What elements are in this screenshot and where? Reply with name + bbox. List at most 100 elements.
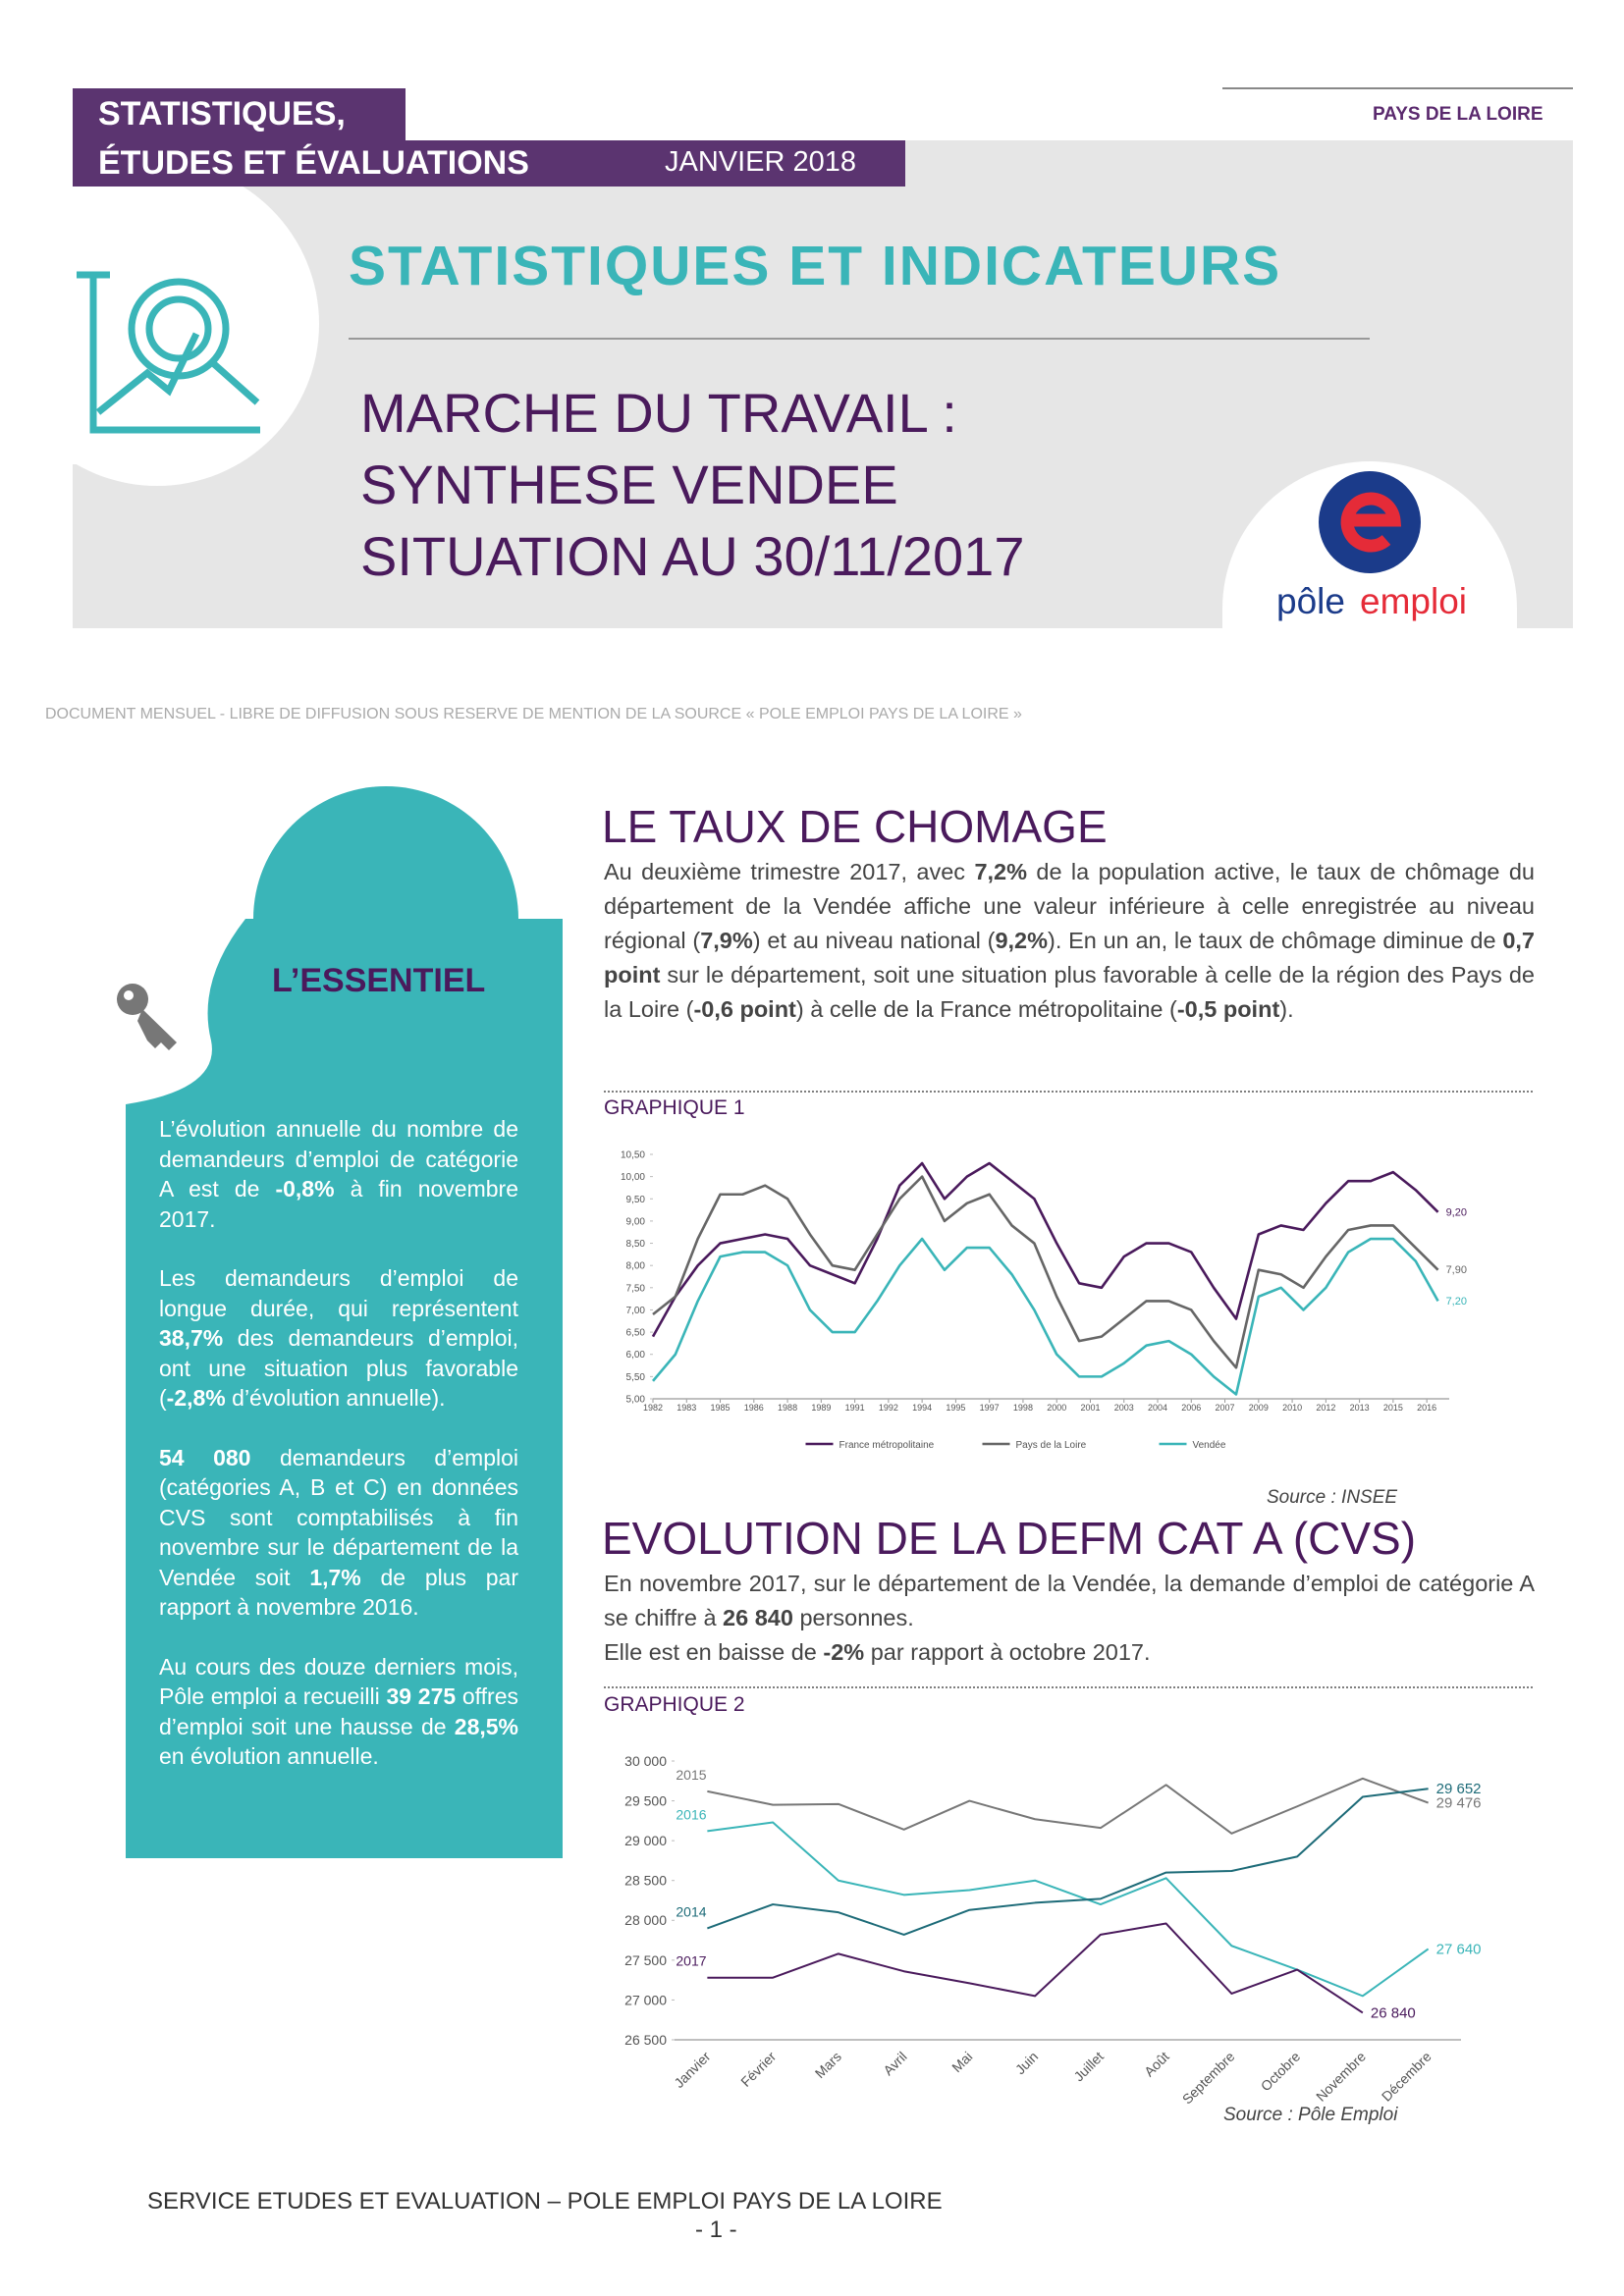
x-tick-label: Mai [948, 2049, 975, 2075]
x-tick-label: 1995 [946, 1403, 965, 1413]
section-text: En novembre 2017, sur le département de … [604, 1567, 1535, 1670]
y-tick-label: 7,00 [626, 1306, 646, 1316]
sidebar-cutout [126, 919, 245, 1104]
x-tick-label: 2015 [1383, 1403, 1403, 1413]
x-tick-label: 2016 [1417, 1403, 1436, 1413]
x-tick-label: 1982 [643, 1403, 663, 1413]
subtitle: MARCHE DU TRAVAIL : [360, 382, 957, 444]
x-tick-label: 2007 [1216, 1403, 1235, 1413]
x-tick-label: Février [737, 2049, 779, 2090]
x-tick-label: 1985 [711, 1403, 731, 1413]
text: ) et au niveau national ( [752, 928, 996, 953]
x-tick-label: 1989 [811, 1403, 831, 1413]
text: ). En un an, le taux de chômage diminue … [1048, 928, 1503, 953]
text: demandeurs d’emploi (catégories A, B et … [159, 1444, 518, 1590]
paragraph: Elle est en baisse de -2% par rapport à … [604, 1635, 1535, 1670]
x-tick-label: Septembre [1179, 2049, 1238, 2108]
text: Au cours des douze derniers mois, Pôle e… [159, 1653, 518, 1710]
x-tick-label: Juillet [1070, 2049, 1107, 2085]
text: offres d’emploi soit une hausse de [159, 1683, 518, 1739]
bold-text: 39 275 [386, 1683, 457, 1709]
key-hole [124, 990, 134, 1000]
x-tick-label: 2006 [1181, 1403, 1201, 1413]
y-tick-label: 7,50 [626, 1283, 646, 1294]
value-label: 7,20 [1446, 1296, 1467, 1308]
sidebar-text: L’évolution annuelle du nombre de demand… [159, 1114, 518, 1801]
chart-source: Source : Pôle Emploi [1223, 2105, 1398, 2125]
bold-text: 26 840 [723, 1605, 793, 1630]
series-line [652, 1175, 1439, 1369]
x-tick-label: 2004 [1148, 1403, 1167, 1413]
y-tick-label: 10,00 [621, 1172, 645, 1183]
title-band [73, 88, 406, 140]
doc-title: STATISTIQUES ET INDICATEURS [349, 235, 1282, 297]
y-tick-label: 26 500 [624, 2032, 667, 2048]
x-tick-label: Avril [880, 2049, 909, 2078]
legend-label: Pays de la Loire [1016, 1440, 1087, 1451]
paragraph: L’évolution annuelle du nombre de demand… [159, 1114, 518, 1234]
x-tick-label: 1992 [879, 1403, 898, 1413]
subtitle: SITUATION AU 30/11/2017 [360, 525, 1025, 587]
text: par rapport à octobre 2017. [864, 1639, 1151, 1665]
subtitle: SYNTHESE VENDEE [360, 454, 898, 515]
disclaimer: DOCUMENT MENSUEL - LIBRE DE DIFFUSION SO… [45, 706, 1022, 722]
x-tick-label: 1983 [677, 1403, 696, 1413]
x-tick-label: 1998 [1013, 1403, 1033, 1413]
x-tick-label: 2000 [1047, 1403, 1066, 1413]
legend-label: France métropolitaine [839, 1440, 935, 1451]
legend-label: 2016 [676, 1806, 706, 1822]
y-tick-label: 27 000 [624, 1992, 667, 2007]
region: PAYS DE LA LOIRE [1373, 104, 1543, 125]
y-tick-label: 6,50 [626, 1328, 646, 1339]
bold-text: -0,5 point [1176, 996, 1280, 1022]
text: de la population active, le taux de chôm… [604, 859, 1535, 953]
chart-label: GRAPHIQUE 2 [604, 1693, 745, 1716]
date: JANVIER 2018 [665, 146, 857, 178]
value-label: 29 476 [1436, 1794, 1482, 1811]
value-label: 7,90 [1446, 1264, 1467, 1276]
text: sur le département, soit une situation p… [604, 962, 1535, 1022]
x-tick-label: 1986 [744, 1403, 764, 1413]
text: d’évolution annuelle). [225, 1385, 446, 1411]
bold-text: 7,2% [974, 859, 1028, 884]
footer: SERVICE ETUDES ET EVALUATION – POLE EMPL… [147, 2188, 943, 2215]
x-tick-label: Mars [812, 2049, 844, 2081]
legend-label: 2017 [676, 1953, 706, 1969]
x-tick-label: 1994 [912, 1403, 932, 1413]
legend-label: 2014 [676, 1903, 706, 1919]
chart-source: Source : INSEE [1267, 1487, 1398, 1508]
x-tick-label: Janvier [671, 2049, 713, 2091]
logo-text: pôle [1276, 581, 1345, 621]
value-label: 26 840 [1371, 2004, 1416, 2021]
text: En novembre 2017, sur le département de … [604, 1571, 1535, 1630]
x-tick-label: 2010 [1282, 1403, 1302, 1413]
bold-text: -0,6 point [693, 996, 796, 1022]
paragraph: Les demandeurs d’emploi de longue durée,… [159, 1263, 518, 1414]
bold-text: 1,7% [309, 1564, 361, 1590]
bold-text: 54 080 [159, 1444, 251, 1470]
paragraph: Au deuxième trimestre 2017, avec 7,2% de… [604, 855, 1535, 1027]
y-tick-label: 9,50 [626, 1195, 646, 1205]
y-tick-label: 9,00 [626, 1216, 646, 1227]
x-tick-label: 2012 [1316, 1403, 1335, 1413]
x-tick-label: 2009 [1249, 1403, 1269, 1413]
text: personnes. [792, 1605, 914, 1630]
paragraph: Au cours des douze derniers mois, Pôle e… [159, 1652, 518, 1772]
x-tick-label: Août [1141, 2049, 1172, 2080]
section-heading: EVOLUTION DE LA DEFM CAT A (CVS) [602, 1513, 1417, 1564]
y-tick-label: 28 000 [624, 1912, 667, 1928]
series-line [651, 1161, 1439, 1338]
text: Elle est en baisse de [604, 1639, 824, 1665]
bold-text: 0,7 point [604, 928, 1535, 988]
bold-text: -0,8% [275, 1176, 335, 1201]
y-tick-label: 10,50 [621, 1150, 645, 1161]
text: ). [1279, 996, 1294, 1022]
text: Au deuxième trimestre 2017, avec [604, 859, 975, 884]
chart-label: GRAPHIQUE 1 [604, 1096, 745, 1119]
y-tick-label: 29 500 [624, 1792, 667, 1808]
series-line [707, 1821, 1430, 1998]
x-tick-label: Octobre [1258, 2049, 1304, 2095]
page-number: - 1 - [695, 2216, 737, 2243]
x-tick-label: 2013 [1350, 1403, 1370, 1413]
